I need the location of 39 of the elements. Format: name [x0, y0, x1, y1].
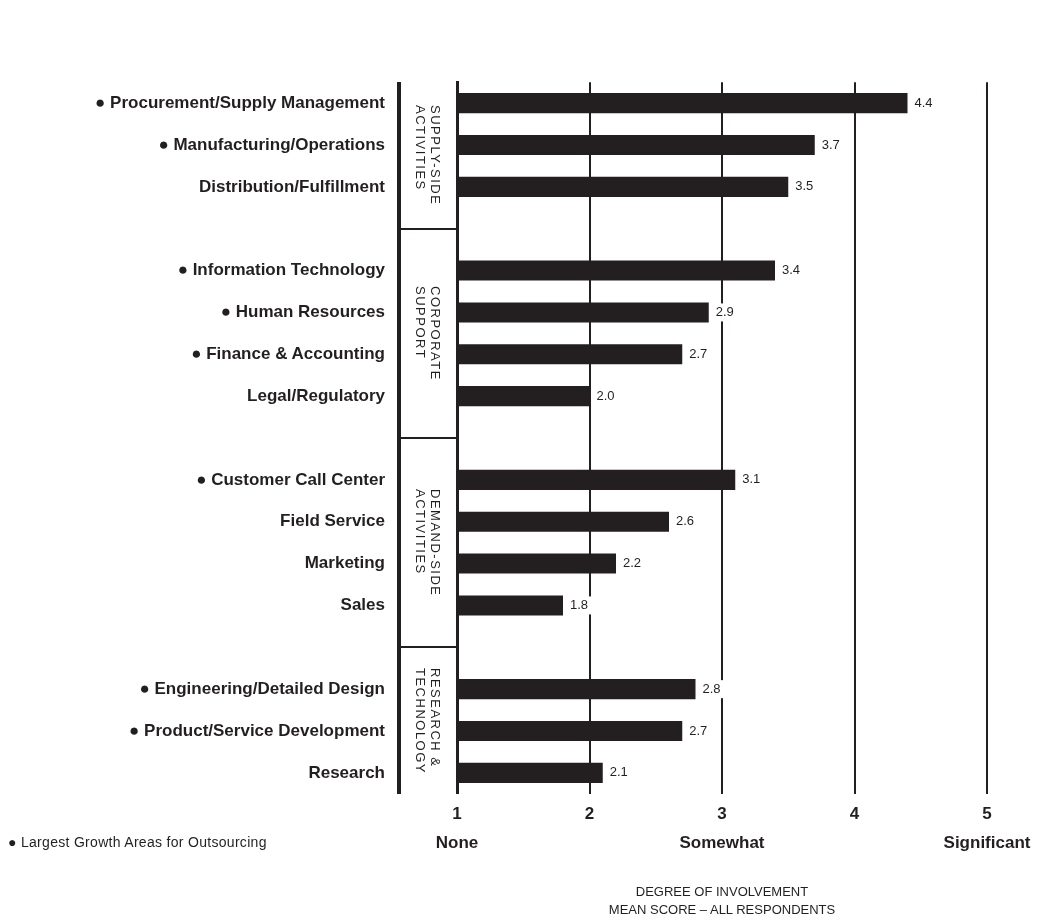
data-label: 2.7 [689, 722, 708, 738]
x-tick-label: 4 [849, 803, 860, 823]
x-tick-label: 3 Somewhat [679, 803, 765, 852]
y-tick-label: Research [308, 762, 385, 782]
data-label: 3.4 [782, 262, 801, 278]
y-tick-label: ● Information Technology [177, 260, 386, 280]
y-tick-label: ● Finance & Accounting [191, 343, 385, 363]
data-label: 2.6 [676, 513, 695, 529]
text: DEMAND-SIDE ACTIVITIES [413, 488, 443, 597]
x-tick-label: 2 [584, 803, 595, 823]
data-label: 2.0 [596, 387, 615, 403]
data-label: 2.9 [715, 304, 734, 319]
y-tick-label: Distribution/Fulfillment [198, 176, 386, 196]
x-axis-title: DEGREE OF INVOLVEMENT MEAN SCORE – ALL RESPONDENTS [608, 884, 836, 918]
data-label: 1.8 [570, 597, 589, 613]
y-tick-label: ● Engineering/Detailed Design [139, 678, 385, 698]
data-label: 2.7 [689, 345, 708, 361]
data-label: 2.8 [702, 680, 721, 696]
y-tick-label: ● Product/Service Development [129, 720, 386, 740]
y-tick-label: ● Manufacturing/Operations [158, 134, 385, 154]
data-label: 2.1 [609, 764, 628, 780]
text: RESEARCH & TECHNOLOGY [413, 667, 443, 774]
y-tick-label: Field Service [280, 511, 385, 531]
x-tick-label: 1 None [435, 803, 479, 852]
y-tick-label: Legal/Regulatory [247, 385, 386, 405]
text: SUPPLY-SIDE ACTIVITIES [413, 105, 443, 206]
x-tick-label: 5 Significant [943, 803, 1031, 852]
y-tick-label: Sales [340, 595, 385, 615]
y-tick-label: Marketing [304, 553, 385, 573]
y-tick-label: ● Human Resources [220, 302, 385, 322]
y-tick-label: ● Customer Call Center [196, 469, 386, 489]
text: ● Largest Growth Areas for Outsourcing [8, 833, 267, 850]
text: CORPORATE SUPPORT [413, 285, 443, 381]
y-tick-label: ● Procurement/Supply Management [95, 92, 386, 112]
data-label: 2.2 [623, 555, 642, 571]
data-label: 3.7 [821, 136, 840, 152]
data-label: 4.4 [914, 94, 933, 110]
data-label: 3.5 [795, 178, 814, 194]
data-label: 3.1 [742, 471, 761, 487]
